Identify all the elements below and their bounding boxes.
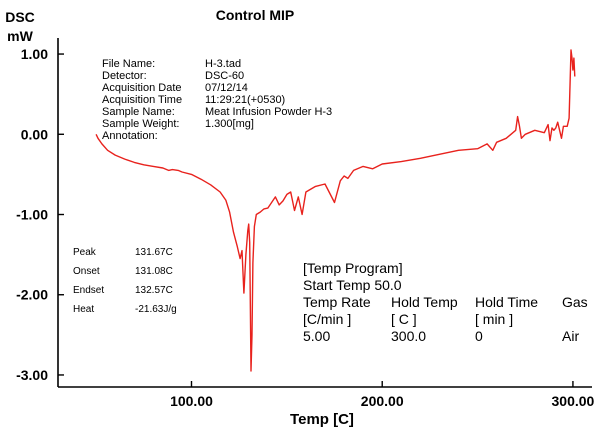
annotation-label: Annotation:	[102, 130, 158, 142]
acquisition-date-value: 07/12/14	[205, 82, 248, 94]
y-axis-unit: mW	[7, 28, 33, 44]
peak-value: 131.67C	[135, 247, 173, 258]
temp-rate-value: 5.00	[303, 328, 330, 344]
gas-value: Air	[562, 328, 579, 344]
peak-label: Peak	[73, 247, 97, 258]
detector-value: DSC-60	[205, 70, 244, 82]
acquisition-date-label: Acquisition Date	[102, 82, 182, 94]
x-ticks: 100.00 200.00 300.00	[170, 381, 595, 409]
detector-label: Detector:	[102, 70, 147, 82]
gas-header: Gas	[562, 294, 588, 310]
sample-name-label: Sample Name:	[102, 106, 175, 118]
temp-rate-unit: [C/min ]	[303, 311, 351, 327]
acquisition-time-label: Acquisition Time	[102, 94, 182, 106]
endset-label: Endset	[73, 285, 104, 296]
y-tick-label: 1.00	[21, 46, 48, 62]
y-tick-label: -2.00	[16, 287, 48, 303]
x-tick-label: 200.00	[361, 393, 404, 409]
y-tick-label: -3.00	[16, 367, 48, 383]
hold-temp-value: 300.0	[391, 328, 426, 344]
y-ticks: 1.00 0.00 -1.00 -2.00 -3.00	[16, 46, 64, 383]
y-tick-label: -1.00	[16, 207, 48, 223]
temp-program-block: [Temp Program] Start Temp 50.0 Temp Rate…	[303, 260, 588, 344]
hold-time-header: Hold Time	[475, 294, 538, 310]
y-tick-label: 0.00	[21, 126, 48, 142]
sample-name-value: Meat Infusion Powder H-3	[205, 106, 332, 118]
onset-label: Onset	[73, 266, 100, 277]
file-name-value: H-3.tad	[205, 58, 241, 70]
acquisition-time-value: 11:29:21(+0530)	[205, 94, 285, 106]
chart-title: Control MIP	[216, 7, 295, 23]
hold-time-unit: [ min ]	[475, 311, 513, 327]
hold-temp-unit: [ C ]	[391, 311, 417, 327]
heat-label: Heat	[73, 304, 94, 315]
sample-weight-label: Sample Weight:	[102, 118, 179, 130]
heat-value: -21.63J/g	[135, 304, 177, 315]
temp-rate-header: Temp Rate	[303, 294, 371, 310]
y-axis-label: DSC	[5, 9, 35, 25]
endset-value: 132.57C	[135, 285, 173, 296]
hold-temp-header: Hold Temp	[391, 294, 458, 310]
onset-value: 131.08C	[135, 266, 173, 277]
x-axis-label: Temp [C]	[290, 411, 354, 428]
start-temp: Start Temp 50.0	[303, 277, 402, 293]
dsc-curve	[95, 49, 576, 372]
peak-results-block: Peak 131.67C Onset 131.08C Endset 132.57…	[73, 247, 177, 315]
file-name-label: File Name:	[102, 58, 155, 70]
hold-time-value: 0	[475, 328, 483, 344]
sample-weight-value: 1.300[mg]	[205, 118, 254, 130]
x-tick-label: 100.00	[170, 393, 213, 409]
temp-program-heading: [Temp Program]	[303, 260, 403, 276]
file-info-block: File Name: H-3.tad Detector: DSC-60 Acqu…	[102, 58, 332, 142]
x-tick-label: 300.00	[552, 393, 595, 409]
